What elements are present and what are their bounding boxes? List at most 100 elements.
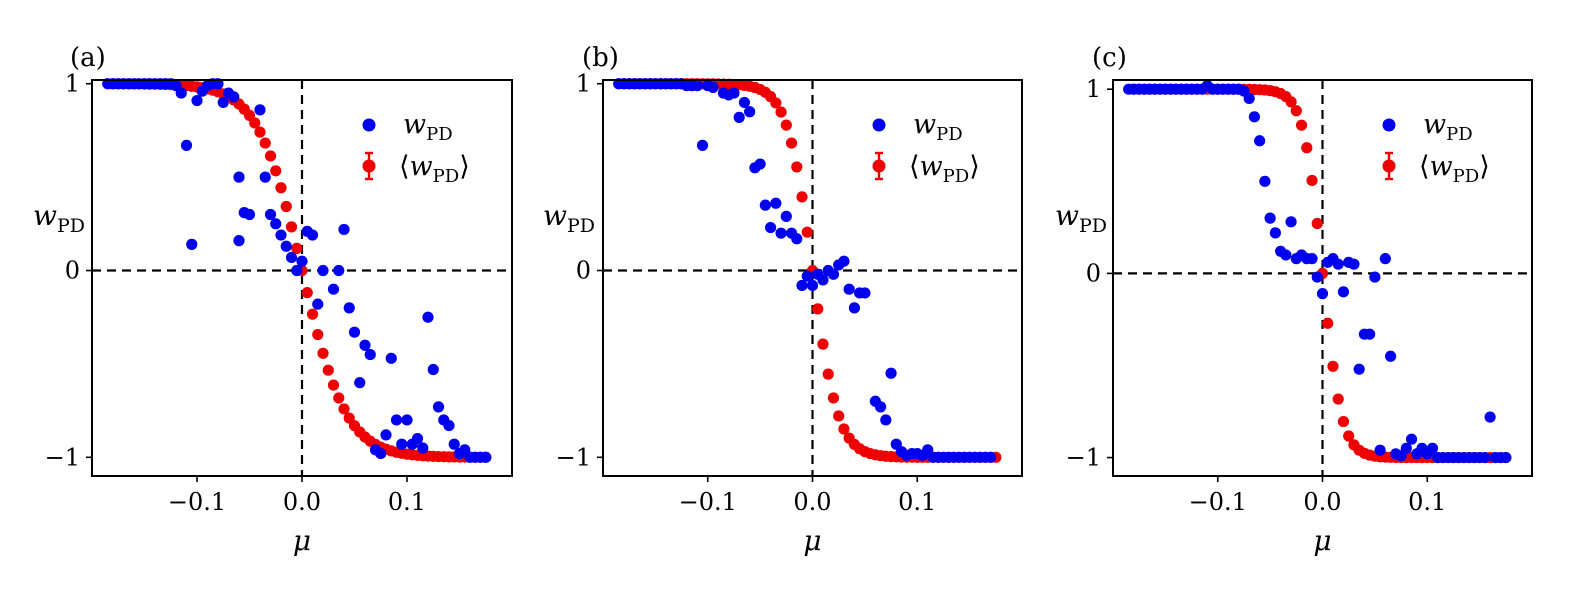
legend-label-mean: ⟨wPD⟩ [909, 151, 980, 187]
wpd-point [759, 199, 771, 211]
wpd-point [806, 279, 819, 292]
x-axis-label: μ [803, 524, 821, 557]
wpd-point [390, 414, 403, 426]
y-tick-label: 1 [1086, 75, 1101, 103]
wpd-point [1311, 271, 1323, 283]
wpd-point [1353, 363, 1365, 375]
legend-label-mean-base: w [1430, 151, 1453, 182]
wpd-point [375, 447, 387, 460]
wpd-point [1264, 212, 1276, 224]
legend-label-mean-sub: PD [943, 166, 970, 187]
wpd-point [217, 96, 229, 109]
x-tick-label: 0.1 [898, 488, 936, 516]
legend-label-mean-open: ⟨ [399, 151, 410, 182]
x-tick-label: 0.0 [1303, 488, 1341, 516]
y-tick-label: −1 [45, 443, 80, 471]
mean-point [327, 379, 340, 391]
wpd-point [1348, 258, 1360, 270]
y-axis-label: wPD [33, 199, 85, 237]
wpd-point [1426, 442, 1439, 454]
wpd-point [859, 287, 871, 299]
wpd-point [333, 264, 345, 277]
wpd-point [1243, 92, 1255, 105]
wpd-point [259, 171, 271, 183]
legend: wPD⟨wPD⟩ [362, 109, 470, 187]
mean-point [1322, 317, 1334, 329]
wpd-point [733, 111, 745, 123]
x-axis-label: μ [1313, 524, 1331, 557]
mean-point [817, 338, 829, 350]
wpd-point [1379, 253, 1391, 265]
legend-marker-wpd [1382, 118, 1396, 132]
legend-label-mean-close: ⟩ [1479, 151, 1490, 182]
wpd-point [243, 208, 256, 221]
wpd-point [1400, 442, 1412, 454]
mean-point [338, 403, 350, 415]
panel-label: (a) [70, 43, 106, 73]
x-tick-label: 0.1 [1408, 488, 1446, 516]
mean-point [1337, 415, 1350, 428]
mean-point [838, 423, 850, 435]
series-wpd [613, 78, 997, 463]
mean-point [306, 308, 319, 320]
x-tick-label: 0.1 [388, 488, 426, 516]
wpd-point [1405, 433, 1418, 445]
legend-label-wpd-base: w [1423, 109, 1446, 140]
mean-point [264, 150, 277, 162]
wpd-point [480, 451, 492, 463]
wpd-point [264, 208, 277, 221]
legend-marker-mean [1382, 159, 1396, 173]
wpd-point [280, 240, 292, 252]
mean-point [827, 392, 840, 404]
wpd-point [1306, 253, 1318, 265]
mean-point [322, 364, 334, 376]
legend-label-mean-sub: PD [1453, 166, 1480, 187]
wpd-point [327, 283, 340, 295]
legend-label-mean: ⟨wPD⟩ [399, 151, 470, 187]
wpd-point [1280, 249, 1292, 261]
wpd-point [348, 326, 361, 338]
x-axis-label: μ [293, 524, 311, 557]
wpd-point [1337, 286, 1350, 298]
wpd-point [285, 251, 298, 264]
legend-label-mean: ⟨wPD⟩ [1419, 151, 1490, 187]
wpd-point [1484, 411, 1496, 423]
legend-marker-mean [362, 159, 376, 173]
legend-label-mean-base: w [920, 151, 943, 182]
wpd-point [838, 255, 850, 267]
x-tick-label: 0.0 [793, 488, 831, 516]
legend-label-wpd-sub: PD [1446, 124, 1473, 145]
mean-point [312, 328, 324, 341]
mean-point [801, 226, 813, 238]
x-tick-label: −0.1 [168, 488, 226, 516]
wpd-point [1332, 258, 1344, 270]
wpd-point [317, 264, 329, 277]
wpd-point [233, 235, 245, 247]
y-tick-label: 0 [65, 257, 80, 285]
mean-point [317, 347, 329, 359]
wpd-point [186, 238, 198, 250]
legend-marker-wpd [872, 118, 886, 132]
wpd-point [827, 268, 840, 280]
legend-label-mean-close: ⟩ [459, 151, 470, 182]
legend-marker-wpd [362, 118, 376, 132]
y-axis-label-base: w [543, 199, 567, 232]
mean-point [1343, 430, 1355, 442]
wpd-point [780, 210, 792, 222]
wpd-point [275, 229, 287, 241]
wpd-point [343, 302, 355, 314]
wpd-point [738, 96, 751, 109]
wpd-point [775, 227, 787, 239]
y-tick-label: 1 [576, 70, 591, 98]
mean-point [1290, 105, 1302, 117]
wpd-point [843, 283, 855, 295]
series-wpd [1123, 79, 1512, 464]
panel-label: (b) [582, 43, 619, 73]
wpd-point [1269, 227, 1281, 239]
mean-point [259, 137, 271, 149]
mean-point [791, 161, 803, 173]
wpd-point [744, 106, 756, 118]
